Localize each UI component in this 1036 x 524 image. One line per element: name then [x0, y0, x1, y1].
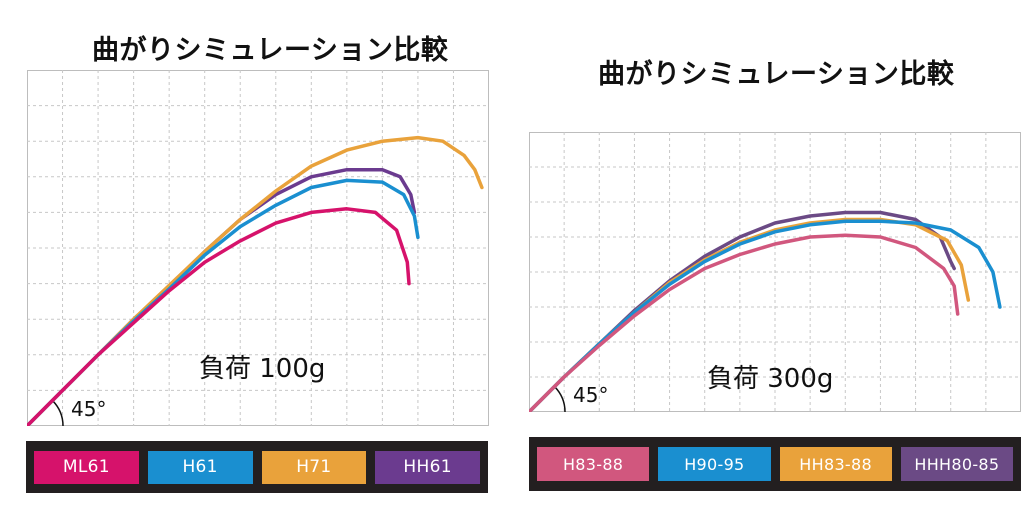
- legend-item-ml61: ML61: [34, 450, 139, 484]
- chart-title-right: 曲がりシミュレーション比較: [598, 59, 955, 90]
- legend-item-h71: H71: [261, 450, 367, 484]
- legend-item-hhh80-85: HHH80-85: [900, 447, 1013, 481]
- chart-title-left: 曲がりシミュレーション比較: [92, 35, 449, 66]
- series-line-h90-95: [529, 219, 1002, 412]
- series-line-h83-88: [529, 233, 960, 412]
- legend-item-h90-95: H90-95: [658, 447, 771, 481]
- load-annotation: 負荷 300g: [707, 364, 833, 394]
- series-line-ml61: [27, 207, 411, 426]
- load-annotation: 負荷 100g: [199, 354, 325, 384]
- legend-item-hh61: HH61: [375, 450, 480, 484]
- chart-right: 45° 負荷 300g: [529, 132, 1021, 412]
- legend-left: ML61 H61 H71 HH61: [26, 441, 488, 493]
- legend-right: H83-88 H90-95 HH83-88 HHH80-85: [529, 437, 1021, 491]
- legend-item-h61: H61: [147, 450, 253, 484]
- gridlines: [529, 132, 1021, 412]
- angle-label: 45°: [71, 397, 106, 421]
- chart-left: 45° 負荷 100g: [27, 70, 489, 426]
- legend-item-hh83-88: HH83-88: [779, 447, 892, 481]
- angle-label: 45°: [573, 383, 608, 407]
- legend-item-h83-88: H83-88: [537, 447, 650, 481]
- gridlines: [27, 70, 489, 426]
